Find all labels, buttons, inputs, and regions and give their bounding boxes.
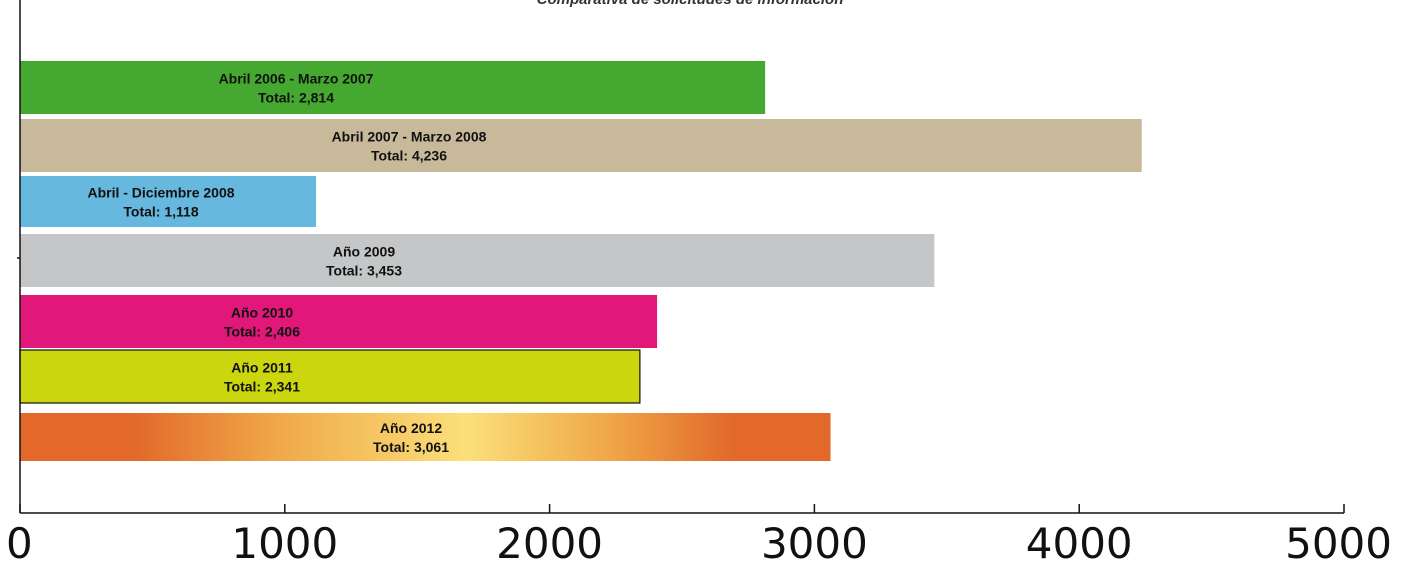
- bar-category-label: Año 2011: [231, 360, 293, 376]
- bar: [20, 119, 1142, 172]
- bar: [20, 234, 935, 287]
- bar-value-label: Total: 3,061: [373, 439, 449, 455]
- bar: [20, 413, 831, 461]
- chart-title: Comparativa de solicitudes de informació…: [537, 0, 844, 8]
- x-tick-label: 4000: [1026, 519, 1133, 563]
- x-tick-label: 5000: [1285, 519, 1392, 563]
- bar-category-label: Abril 2007 - Marzo 2008: [332, 129, 487, 145]
- bar: [20, 295, 658, 348]
- bar-category-label: Abril - Diciembre 2008: [87, 185, 234, 201]
- bar-category-label: Año 2010: [231, 305, 293, 321]
- x-tick-label: 3000: [761, 519, 868, 563]
- bar-value-label: Total: 2,341: [224, 379, 300, 395]
- x-tick-label: 0: [6, 519, 33, 563]
- bar-value-label: Total: 3,453: [326, 263, 402, 279]
- bar-category-label: Año 2009: [333, 244, 395, 260]
- bar-value-label: Total: 4,236: [371, 148, 447, 164]
- bar: [20, 176, 317, 227]
- x-tick-label: 2000: [496, 519, 603, 563]
- bar-category-label: Abril 2006 - Marzo 2007: [219, 71, 374, 87]
- bar-value-label: Total: 1,118: [123, 204, 198, 220]
- bar-value-label: Total: 2,406: [224, 324, 300, 340]
- bar: [20, 61, 766, 114]
- bar: [19, 349, 641, 404]
- x-tick-label: 1000: [231, 519, 338, 563]
- bar-value-label: Total: 2,814: [258, 90, 334, 106]
- bar-category-label: Año 2012: [380, 420, 442, 436]
